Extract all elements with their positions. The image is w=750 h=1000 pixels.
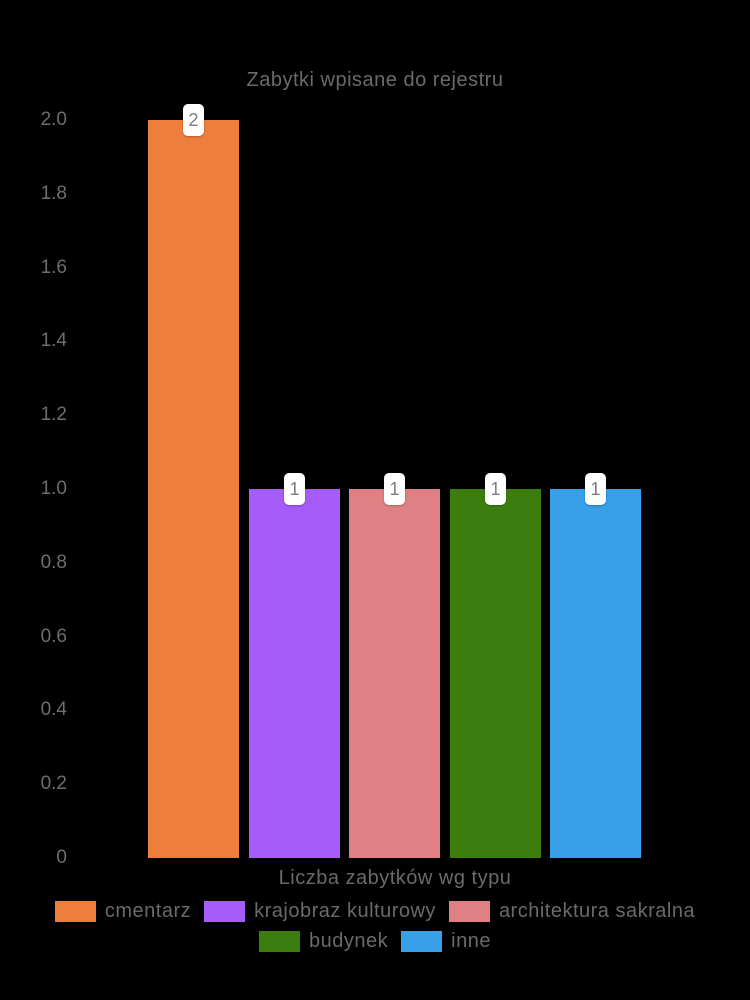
legend-swatch-icon — [401, 931, 443, 952]
bar-value-label: 1 — [284, 473, 305, 505]
legend-swatch-icon — [259, 931, 301, 952]
bar-architektura-sakralna[interactable] — [349, 489, 440, 858]
legend-item-budynek[interactable]: budynek — [259, 930, 388, 953]
bar-value-label: 2 — [183, 104, 204, 136]
y-tick-label: 0.8 — [40, 551, 67, 573]
y-tick-label: 0.2 — [40, 773, 67, 795]
legend-row: budynek inne — [0, 930, 750, 953]
y-tick-label: 1.0 — [40, 478, 67, 499]
y-axis: 0 0.2 0.4 0.6 0.8 1.0 1.2 1.4 1.6 1.8 2.0 — [0, 0, 67, 1000]
y-tick-label: 2.0 — [40, 109, 67, 130]
legend-label: krajobraz kulturowy — [254, 900, 436, 922]
chart-title: Zabytki wpisane do rejestru — [246, 69, 504, 91]
legend: cmentarz krajobraz kulturowy architektura … — [0, 900, 750, 953]
legend-swatch-icon — [54, 901, 96, 922]
bar-krajobraz-kulturowy[interactable] — [249, 489, 340, 858]
legend-label: budynek — [309, 930, 389, 952]
bar-value-label: 1 — [485, 473, 506, 505]
bar-value-label: 1 — [384, 473, 405, 505]
legend-item-cmentarz[interactable]: cmentarz — [54, 900, 192, 923]
y-tick-label: 0.4 — [40, 699, 67, 721]
bar-budynek[interactable] — [450, 489, 541, 858]
legend-item-architektura-sakralna[interactable]: architektura sakralna — [448, 900, 696, 923]
bar-inne[interactable] — [550, 489, 641, 858]
y-tick-label: 1.8 — [40, 182, 67, 204]
legend-label: inne — [451, 930, 491, 952]
legend-swatch-icon — [448, 901, 490, 922]
bar-value-label: 1 — [585, 473, 606, 505]
x-axis-label: Liczba zabytków wg typu — [278, 867, 512, 889]
legend-row: cmentarz krajobraz kulturowy architektura … — [0, 900, 750, 923]
legend-label: cmentarz — [104, 900, 192, 922]
legend-swatch-icon — [204, 901, 246, 922]
legend-item-inne[interactable]: inne — [401, 930, 491, 953]
y-tick-label: 1.4 — [40, 330, 67, 352]
y-tick-label: 0 — [56, 847, 67, 868]
bar-cmentarz[interactable] — [148, 120, 239, 858]
y-tick-label: 1.6 — [40, 256, 67, 278]
y-tick-label: 0.6 — [40, 625, 67, 647]
legend-item-krajobraz-kulturowy[interactable]: krajobraz kulturowy — [204, 900, 436, 923]
legend-label: architektura sakralna — [498, 900, 696, 922]
y-tick-label: 1.2 — [40, 404, 67, 426]
